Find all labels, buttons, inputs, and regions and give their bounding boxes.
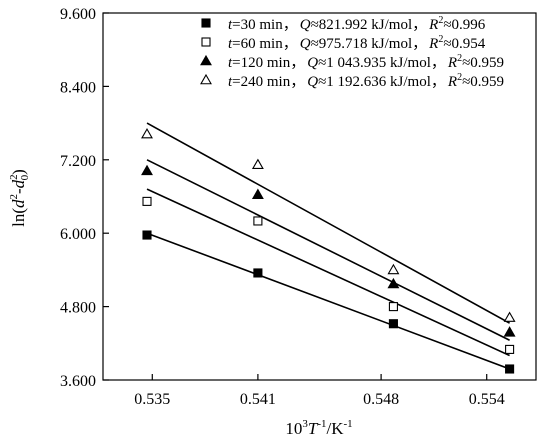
legend-marker-2 <box>200 54 212 66</box>
fit-line-2 <box>146 159 510 341</box>
legend-label-2: t=120 min， Q≈1 043.935 kJ/mol， R2≈0.959 <box>228 53 504 71</box>
legend-marker-1 <box>201 37 211 47</box>
point-s1-0 <box>142 196 152 206</box>
point-s3-1 <box>251 158 264 169</box>
point-s0-3 <box>505 364 515 374</box>
x-axis-label: 103T-1/K-1 <box>285 418 352 438</box>
point-s3-0 <box>141 128 153 139</box>
point-s2-2 <box>387 277 400 289</box>
y-tick-label-2: 6.000 <box>60 226 96 243</box>
point-s2-3 <box>503 326 516 337</box>
fit-line-1 <box>146 188 510 357</box>
point-s1-3 <box>505 344 515 354</box>
y-tick-label-5: 9.600 <box>60 6 96 23</box>
point-s0-2 <box>388 319 398 329</box>
point-s2-0 <box>141 164 153 176</box>
y-tick-label-1: 4.800 <box>60 300 96 317</box>
x-tick-label-1: 0.541 <box>240 391 276 408</box>
legend-label-0: t=30 min， Q≈821.992 kJ/mol， R2≈0.996 <box>228 15 486 33</box>
point-s1-1 <box>253 216 263 226</box>
fit-lines <box>146 122 510 370</box>
legend-label-1: t=60 min， Q≈975.718 kJ/mol， R2≈0.954 <box>228 34 486 52</box>
legend-label-3: t=240 min， Q≈1 192.636 kJ/mol， R2≈0.959 <box>228 72 504 90</box>
y-axis-label: ln(d2-d20) <box>8 169 31 227</box>
point-s2-1 <box>251 188 264 199</box>
point-s3-2 <box>387 263 400 275</box>
legend-marker-0 <box>201 18 211 28</box>
plot-frame <box>102 12 537 381</box>
point-s0-0 <box>142 230 152 240</box>
x-tick-label-2: 0.548 <box>363 391 399 408</box>
axis-ticks: 0.535 0.541 0.548 0.554 3.600 4.800 6.000 7.200… <box>60 6 505 408</box>
point-s0-1 <box>253 268 263 278</box>
y-tick-label-3: 7.200 <box>60 153 96 170</box>
data-points <box>141 128 516 374</box>
fit-line-0 <box>146 232 510 370</box>
point-s3-3 <box>503 311 516 322</box>
y-tick-label-0: 3.600 <box>60 373 96 390</box>
legend-marker-3 <box>200 73 212 85</box>
point-s1-2 <box>388 302 398 312</box>
x-tick-label-0: 0.535 <box>134 391 170 408</box>
y-tick-label-4: 8.400 <box>60 79 96 96</box>
fit-line-3 <box>146 122 510 324</box>
x-tick-label-3: 0.554 <box>469 391 505 408</box>
